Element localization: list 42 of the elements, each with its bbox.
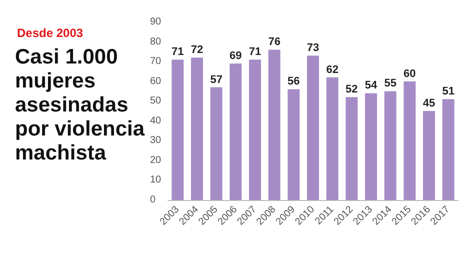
text: Desde 2003 — [17, 26, 84, 40]
bar — [365, 93, 377, 200]
y-tick-label: 60 — [150, 76, 162, 87]
bar — [288, 89, 300, 200]
y-tick-label: 70 — [150, 56, 162, 68]
bar — [268, 50, 280, 200]
data-label: 52 — [346, 84, 358, 96]
y-tick-label: 90 — [150, 16, 162, 28]
data-label: 45 — [422, 98, 436, 110]
bar — [230, 64, 242, 200]
y-tick-label: 20 — [150, 154, 162, 166]
data-label: 72 — [190, 44, 204, 56]
bar — [326, 77, 338, 200]
y-tick-label: 40 — [150, 115, 162, 126]
y-tick-label: 10 — [150, 174, 162, 186]
bar — [423, 111, 435, 200]
bar — [346, 97, 358, 200]
data-label: 55 — [384, 78, 396, 90]
data-label: 73 — [306, 42, 320, 54]
data-label: 54 — [364, 80, 378, 92]
data-label: 76 — [268, 36, 280, 48]
text: Casi 1.000 mujeres asesinadas por violencia machista — [15, 46, 150, 164]
bar — [442, 99, 454, 200]
bar — [249, 60, 261, 200]
data-label: 62 — [326, 64, 338, 76]
bar — [384, 91, 396, 200]
data-label: 57 — [210, 74, 222, 86]
data-label: 71 — [248, 46, 262, 58]
bar — [191, 58, 203, 200]
y-tick-label: 50 — [150, 96, 162, 107]
y-tick-label: 0 — [150, 194, 156, 206]
data-label: 51 — [442, 86, 454, 98]
y-tick-label: 80 — [150, 36, 162, 48]
bar — [307, 56, 319, 200]
data-label: 69 — [230, 50, 242, 62]
bar — [210, 87, 222, 200]
data-label: 60 — [404, 68, 416, 80]
bar — [404, 81, 416, 200]
data-label: 71 — [172, 46, 184, 58]
y-tick-label: 30 — [150, 135, 162, 146]
bar — [172, 60, 184, 200]
data-label: 56 — [288, 76, 300, 88]
